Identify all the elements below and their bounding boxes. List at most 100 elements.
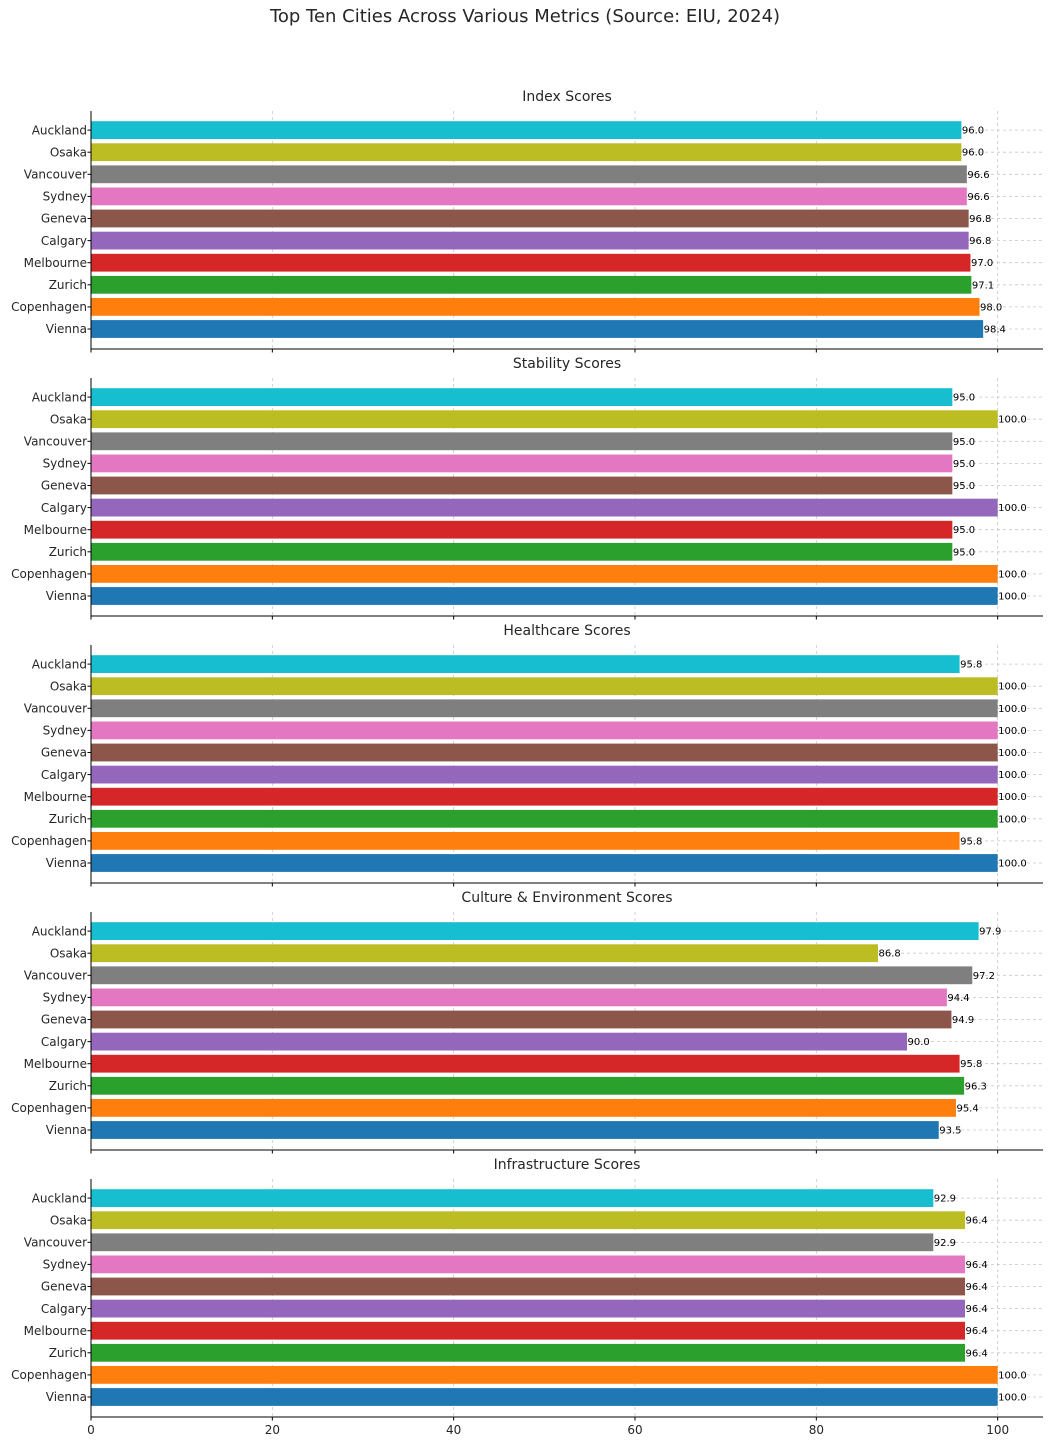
- category-label: Vienna: [46, 1123, 87, 1137]
- value-label: 100.0: [998, 415, 1027, 426]
- bar-osaka: [91, 1211, 966, 1230]
- category-label: Osaka: [50, 946, 87, 960]
- bar-calgary: [91, 765, 998, 784]
- value-label: 96.8: [969, 214, 991, 225]
- bar-osaka: [91, 944, 878, 963]
- value-label: 95.0: [953, 437, 975, 448]
- chart-panel: Culture & Environment Scores 93.5 Vienna 95…: [11, 890, 1043, 1154]
- bar-geneva: [91, 1277, 966, 1296]
- bar-osaka: [91, 410, 998, 429]
- panel-title: Stability Scores: [513, 356, 621, 372]
- category-label: Zurich: [49, 278, 87, 292]
- bar-melbourne: [91, 787, 998, 806]
- category-label: Melbourne: [24, 1057, 87, 1071]
- chart-panel: Infrastructure Scores 100.0 Vienna 100.0 Cop…: [11, 1157, 1043, 1437]
- bar-copenhagen: [91, 1366, 998, 1384]
- bar-auckland: [91, 388, 953, 406]
- chart-panels: Index Scores 98.4 Vienna 98.0 Copenhagen 97.1…: [11, 89, 1043, 1437]
- value-label: 95.0: [953, 547, 975, 558]
- value-label: 100.0: [998, 814, 1027, 825]
- bar-calgary: [91, 1032, 907, 1051]
- panel-title: Infrastructure Scores: [494, 1157, 641, 1173]
- value-label: 95.0: [953, 393, 975, 404]
- bar-zurich: [91, 275, 972, 294]
- bar-vancouver: [91, 1233, 934, 1252]
- category-label: Geneva: [41, 1280, 87, 1294]
- category-label: Vancouver: [24, 1236, 87, 1250]
- category-label: Osaka: [50, 1213, 87, 1227]
- bar-zurich: [91, 1343, 966, 1362]
- bar-auckland: [91, 655, 960, 673]
- value-label: 100.0: [998, 748, 1027, 759]
- bar-geneva: [91, 476, 953, 495]
- value-label: 95.0: [953, 525, 975, 536]
- bar-geneva: [91, 1010, 952, 1029]
- value-label: 100.0: [998, 859, 1027, 870]
- bar-auckland: [91, 1189, 934, 1207]
- category-label: Copenhagen: [11, 567, 87, 581]
- bar-calgary: [91, 1299, 966, 1318]
- category-label: Geneva: [41, 746, 87, 760]
- bar-vienna: [91, 320, 984, 338]
- value-label: 97.9: [979, 927, 1001, 938]
- bar-osaka: [91, 677, 998, 696]
- value-label: 96.0: [962, 148, 984, 159]
- category-label: Geneva: [41, 1013, 87, 1027]
- value-label: 100.0: [998, 704, 1027, 715]
- category-label: Vancouver: [24, 435, 87, 449]
- value-label: 95.8: [960, 836, 982, 847]
- value-label: 100.0: [998, 792, 1027, 803]
- bar-vienna: [91, 1388, 998, 1406]
- value-label: 96.4: [966, 1260, 988, 1271]
- value-label: 97.0: [971, 258, 993, 269]
- value-label: 92.9: [934, 1238, 956, 1249]
- bar-melbourne: [91, 1321, 966, 1340]
- category-label: Calgary: [41, 234, 87, 248]
- bar-vancouver: [91, 699, 998, 718]
- value-label: 94.4: [947, 993, 969, 1004]
- category-label: Sydney: [43, 724, 87, 738]
- bar-zurich: [91, 1076, 965, 1095]
- category-label: Vancouver: [24, 168, 87, 182]
- bar-sydney: [91, 988, 947, 1007]
- value-label: 95.8: [960, 1059, 982, 1070]
- bar-auckland: [91, 121, 962, 139]
- value-label: 93.5: [939, 1126, 961, 1137]
- x-tick-label: 100: [986, 1423, 1009, 1437]
- bar-auckland: [91, 922, 979, 940]
- bar-melbourne: [91, 253, 971, 272]
- bar-geneva: [91, 743, 998, 762]
- bar-vienna: [91, 1121, 939, 1139]
- bar-sydney: [91, 721, 998, 740]
- category-label: Melbourne: [24, 256, 87, 270]
- panel-title: Healthcare Scores: [503, 623, 630, 639]
- bar-calgary: [91, 498, 998, 517]
- value-label: 100.0: [998, 726, 1027, 737]
- bar-copenhagen: [91, 832, 960, 850]
- category-label: Sydney: [43, 1258, 87, 1272]
- value-label: 96.0: [962, 126, 984, 137]
- value-label: 97.1: [972, 280, 994, 291]
- category-label: Auckland: [32, 1191, 87, 1205]
- value-label: 95.4: [956, 1103, 978, 1114]
- bar-geneva: [91, 209, 969, 228]
- category-label: Copenhagen: [11, 834, 87, 848]
- category-label: Auckland: [32, 390, 87, 404]
- category-label: Vienna: [46, 1390, 87, 1404]
- value-label: 96.6: [967, 170, 989, 181]
- bar-melbourne: [91, 1054, 960, 1073]
- bar-vancouver: [91, 432, 953, 451]
- category-label: Calgary: [41, 1035, 87, 1049]
- value-label: 90.0: [908, 1037, 930, 1048]
- value-label: 100.0: [998, 569, 1027, 580]
- value-label: 92.9: [934, 1194, 956, 1205]
- value-label: 100.0: [998, 1370, 1027, 1381]
- value-label: 95.0: [953, 481, 975, 492]
- category-label: Auckland: [32, 657, 87, 671]
- value-label: 94.9: [952, 1015, 974, 1026]
- value-label: 100.0: [998, 1393, 1027, 1404]
- category-label: Calgary: [41, 768, 87, 782]
- bar-sydney: [91, 454, 953, 473]
- category-label: Osaka: [50, 412, 87, 426]
- category-label: Zurich: [49, 1346, 87, 1360]
